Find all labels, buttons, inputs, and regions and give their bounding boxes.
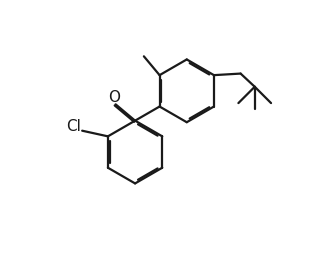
Text: O: O: [108, 90, 120, 105]
Text: Cl: Cl: [66, 120, 81, 134]
